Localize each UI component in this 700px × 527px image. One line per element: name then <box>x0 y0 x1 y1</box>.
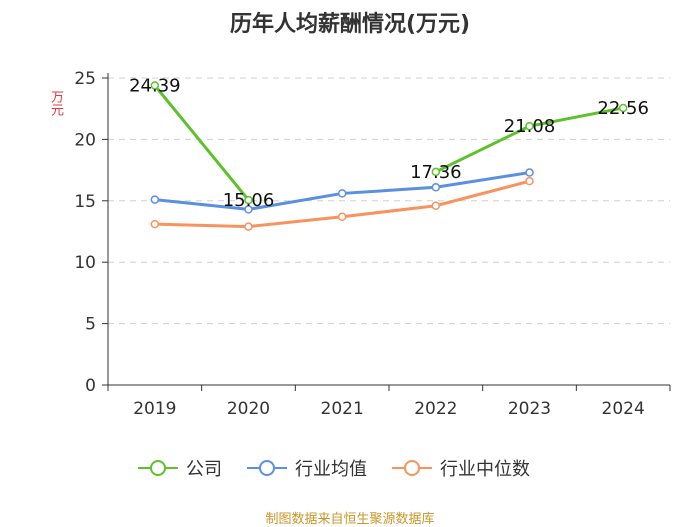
data-label: 17.36 <box>410 162 462 183</box>
data-point <box>244 195 253 205</box>
data-point <box>150 81 160 90</box>
series-line-0 <box>153 84 250 202</box>
data-point <box>150 219 160 229</box>
data-point <box>525 176 534 186</box>
legend-item-0[interactable]: 公司 <box>138 459 222 480</box>
data-label: 22.56 <box>597 98 649 119</box>
data-point <box>431 167 441 177</box>
y-axis-unit-label: 万元 <box>48 90 63 116</box>
legend[interactable]: 公司 行业均值 行业中位数 <box>138 459 530 480</box>
x-tick-label: 2022 <box>414 399 457 419</box>
y-tick-label: 0 <box>85 376 96 396</box>
data-point <box>431 201 441 210</box>
x-tick-label: 2020 <box>227 399 270 419</box>
data-label: 15.06 <box>223 190 275 211</box>
data-labels: 24.39 15.06 17.36 21.08 22.56 <box>129 75 649 211</box>
x-tick-label: 2024 <box>602 399 645 419</box>
legend-marker <box>404 460 420 476</box>
legend-item-2[interactable]: 行业中位数 <box>392 459 530 480</box>
legend-item-1[interactable]: 行业均值 <box>247 459 367 480</box>
data-point <box>618 103 628 113</box>
y-tick-label: 5 <box>85 315 96 335</box>
x-tick-label: 2023 <box>508 399 551 419</box>
grid-lines <box>108 77 670 325</box>
x-tick-label: 2021 <box>321 399 364 419</box>
data-label: 21.08 <box>504 116 556 137</box>
data-label: 24.39 <box>129 75 181 96</box>
data-point <box>525 168 534 177</box>
legend-label: 行业均值 <box>295 459 367 480</box>
data-point <box>431 183 441 192</box>
axes: 0 5 10 15 20 25 2019 2020 2021 2022 2023 2024 <box>74 69 671 419</box>
data-point <box>337 189 347 198</box>
data-point <box>150 195 160 204</box>
y-tick-label: 10 <box>74 253 96 273</box>
data-point <box>244 222 253 231</box>
chart-title: 历年人均薪酬情况(万元) <box>229 12 471 37</box>
data-point <box>337 212 347 222</box>
y-tick-label: 25 <box>74 69 96 89</box>
x-tick-label: 2019 <box>133 399 176 419</box>
data-point <box>244 205 253 214</box>
source-note: 制图数据来自恒生聚源数据库 <box>265 512 435 527</box>
legend-label: 行业中位数 <box>440 459 530 480</box>
legend-label: 公司 <box>186 459 222 480</box>
series-lines <box>150 81 628 231</box>
legend-marker <box>150 460 166 476</box>
data-point <box>525 121 534 131</box>
legend-marker <box>259 460 275 476</box>
y-tick-label: 15 <box>74 192 96 212</box>
y-tick-label: 20 <box>74 130 96 150</box>
